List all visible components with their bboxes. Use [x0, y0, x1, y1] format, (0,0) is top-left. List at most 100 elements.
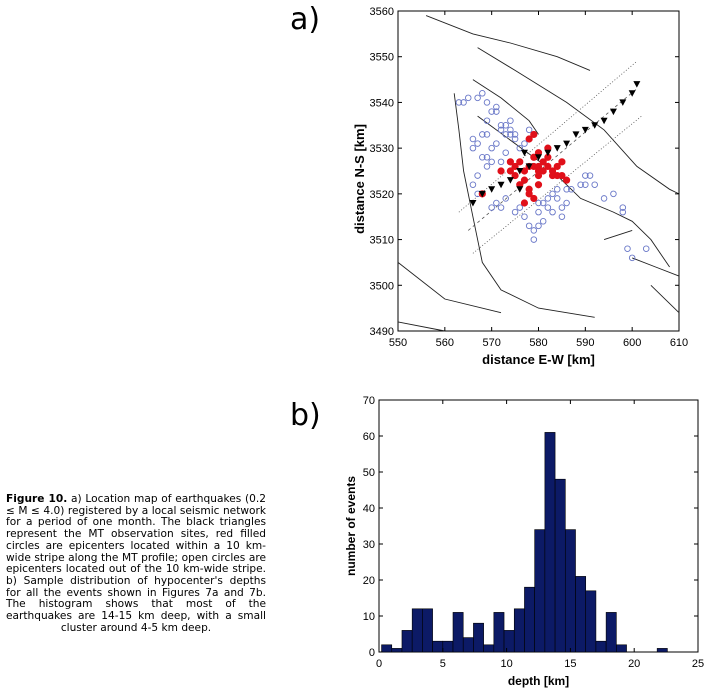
- open-epicenter: [483, 99, 491, 106]
- red-epicenter: [534, 181, 543, 189]
- open-epicenter: [586, 172, 594, 179]
- mt-site-triangle: [619, 99, 627, 106]
- open-epicenter: [521, 140, 528, 147]
- fault-line: [632, 257, 680, 277]
- red-epicenter: [497, 167, 505, 175]
- fault-line: [650, 284, 680, 314]
- open-epicenter: [539, 199, 547, 207]
- open-epicenter: [642, 245, 650, 252]
- red-epicenter: [558, 158, 566, 166]
- y-tick-label: 3500: [370, 280, 394, 292]
- open-epicenter: [497, 126, 505, 134]
- open-epicenter: [493, 108, 500, 115]
- mt-site-triangle: [506, 177, 514, 184]
- caption-heading: Figure 10.: [6, 493, 68, 505]
- mt-site-triangle: [581, 126, 589, 134]
- mt-site-triangle: [497, 181, 505, 189]
- open-epicenter: [455, 99, 463, 106]
- fault-line: [477, 47, 680, 195]
- open-epicenter: [479, 131, 486, 138]
- open-epicenter: [493, 140, 500, 147]
- open-epicenter: [465, 94, 472, 102]
- x-tick-label: 560: [436, 337, 454, 349]
- open-epicenter: [577, 181, 584, 188]
- open-epicenter: [469, 181, 477, 188]
- open-epicenter: [535, 222, 542, 230]
- open-epicenter: [558, 204, 566, 211]
- open-epicenter: [511, 135, 519, 143]
- mt-site-triangle: [544, 149, 552, 157]
- open-epicenter: [497, 204, 505, 211]
- open-epicenter: [610, 190, 617, 198]
- x-tick-label: 610: [670, 337, 688, 349]
- panel-label-a: a): [290, 2, 321, 37]
- fault-line: [397, 262, 502, 314]
- mt-site-triangle: [520, 149, 528, 157]
- open-epicenter: [479, 154, 486, 161]
- open-epicenter: [553, 186, 561, 193]
- open-epicenter: [483, 154, 491, 161]
- red-epicenter: [511, 162, 519, 171]
- mt-site-triangle: [488, 186, 496, 193]
- open-epicenter: [568, 186, 575, 193]
- open-epicenter: [544, 195, 552, 202]
- open-epicenter: [563, 199, 570, 207]
- open-epicenter: [582, 172, 589, 179]
- open-epicenter: [474, 94, 481, 102]
- open-epicenter: [483, 131, 491, 138]
- y-tick-label: 3550: [370, 52, 394, 64]
- mt-site-triangle: [633, 81, 641, 88]
- open-epicenter: [511, 131, 519, 138]
- mt-site-triangle: [628, 90, 636, 97]
- profile-stripe-line: [472, 115, 642, 254]
- open-epicenter: [483, 117, 491, 124]
- open-epicenter: [516, 204, 524, 211]
- mt-site-triangle: [609, 108, 617, 116]
- open-epicenter: [600, 195, 608, 202]
- open-epicenter: [488, 204, 495, 211]
- mt-site-triangle: [525, 163, 533, 170]
- open-epicenter: [535, 199, 542, 207]
- fault-line: [453, 93, 595, 318]
- open-epicenter: [553, 195, 561, 202]
- mt-site-triangle: [469, 200, 477, 207]
- open-epicenter: [488, 144, 495, 152]
- open-epicenter: [521, 213, 528, 220]
- open-epicenter: [525, 222, 533, 230]
- open-epicenter: [497, 122, 505, 129]
- fault-line: [477, 115, 670, 268]
- red-epicenter: [520, 176, 529, 184]
- open-epicenter: [628, 254, 636, 262]
- red-epicenter: [525, 190, 533, 198]
- caption-body: a) Location map of earthquakes (0.2 ≤ M …: [6, 493, 266, 634]
- red-epicenter: [553, 162, 561, 171]
- fault-line: [472, 79, 539, 135]
- red-epicenter: [506, 167, 514, 175]
- open-epicenter: [516, 144, 524, 152]
- open-epicenter: [488, 158, 495, 166]
- red-epicenter: [525, 135, 533, 143]
- open-epicenter: [474, 140, 481, 147]
- open-epicenter: [502, 131, 509, 138]
- red-epicenter: [539, 167, 547, 175]
- profile-stripe-line: [467, 88, 638, 231]
- mt-site-triangle: [591, 122, 599, 129]
- open-epicenter: [525, 126, 533, 134]
- red-epicenter: [511, 171, 519, 180]
- open-epicenter: [502, 149, 509, 156]
- mt-site-triangle: [478, 190, 486, 198]
- open-epicenter: [619, 204, 627, 211]
- open-epicenter: [511, 208, 519, 216]
- figure-caption: Figure 10. a) Location map of earthquake…: [6, 493, 266, 634]
- open-epicenter: [479, 90, 486, 97]
- open-epicenter: [539, 218, 547, 225]
- red-epicenter: [530, 130, 538, 139]
- open-epicenter: [497, 158, 505, 166]
- fault-line: [425, 15, 591, 71]
- open-epicenter: [493, 199, 500, 207]
- y-tick-label: 3530: [370, 143, 394, 155]
- red-epicenter: [563, 176, 571, 184]
- open-epicenter: [530, 236, 538, 243]
- x-axis-label: distance E-W [km]: [482, 352, 595, 367]
- open-epicenter: [507, 117, 514, 124]
